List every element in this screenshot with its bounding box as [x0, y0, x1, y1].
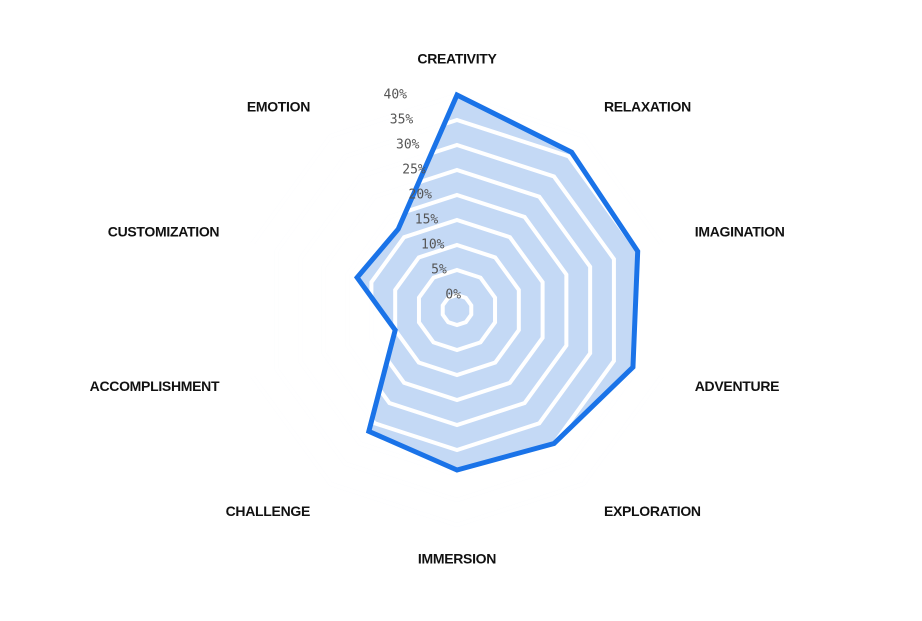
category-label: IMAGINATION	[695, 223, 785, 239]
grid-ring	[298, 142, 616, 478]
r-tick-label: 0%	[445, 288, 461, 303]
category-label: CUSTOMIZATION	[108, 223, 220, 239]
grid-ring	[416, 267, 498, 353]
grid-ring	[440, 292, 474, 328]
category-label: IMMERSION	[418, 551, 496, 567]
category-label: CHALLENGE	[226, 503, 310, 519]
category-label: EXPLORATION	[604, 503, 701, 519]
category-label: RELAXATION	[604, 98, 691, 114]
r-tick-label: 30%	[396, 138, 420, 153]
grid-ring	[369, 217, 545, 403]
r-tick-label: 40%	[384, 88, 408, 103]
category-label: ACCOMPLISHMENT	[90, 378, 220, 394]
r-tick-label: 15%	[415, 213, 439, 228]
category-label: ADVENTURE	[695, 378, 779, 394]
r-tick-label: 25%	[402, 163, 426, 178]
grid-ring	[321, 167, 593, 453]
r-tick-label: 10%	[421, 238, 445, 253]
grid-ring	[345, 192, 569, 428]
radar-outline	[353, 91, 641, 473]
grid-ring	[250, 92, 664, 528]
r-tick-label: 20%	[409, 188, 433, 203]
r-tick-label: 35%	[390, 113, 414, 128]
radar-area	[357, 95, 638, 470]
grid-ring	[393, 242, 521, 378]
category-label: EMOTION	[247, 98, 310, 114]
r-tick-label: 5%	[431, 263, 447, 278]
category-label: CREATIVITY	[417, 51, 497, 67]
